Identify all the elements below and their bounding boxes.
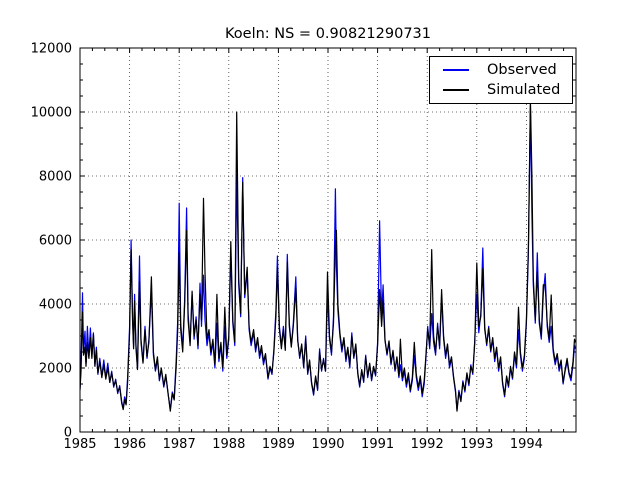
chart-title: Koeln: NS = 0.90821290731 — [224, 26, 432, 42]
legend-entry-simulated: Simulated — [443, 83, 572, 98]
observed-line-sample — [443, 68, 469, 71]
x-tick-label: 1994 — [510, 437, 543, 452]
legend-label-simulated: Simulated — [487, 81, 561, 98]
simulated-line-sample — [443, 89, 469, 92]
y-tick-label: 8000 — [39, 170, 72, 185]
x-tick-label: 1993 — [460, 437, 493, 452]
legend: Observed Simulated — [429, 56, 573, 104]
y-tick-label: 10000 — [31, 106, 72, 121]
x-tick-label: 1986 — [113, 437, 146, 452]
axes-frame — [79, 47, 577, 433]
x-tick-label: 1989 — [262, 437, 295, 452]
x-tick-label: 1990 — [311, 437, 344, 452]
y-tick-label: 4000 — [39, 298, 72, 313]
legend-label-observed: Observed — [487, 61, 557, 78]
x-tick-label: 1992 — [411, 437, 444, 452]
y-tick-label: 12000 — [31, 42, 72, 57]
x-tick-label: 1991 — [361, 437, 394, 452]
y-tick-label: 6000 — [39, 234, 72, 249]
legend-entry-observed: Observed — [443, 63, 572, 78]
x-tick-label: 1987 — [163, 437, 196, 452]
y-tick-label: 0 — [64, 426, 72, 441]
x-tick-label: 1985 — [63, 437, 96, 452]
simulated-line — [80, 98, 576, 412]
x-tick-label: 1988 — [212, 437, 245, 452]
y-tick-label: 2000 — [39, 362, 72, 377]
